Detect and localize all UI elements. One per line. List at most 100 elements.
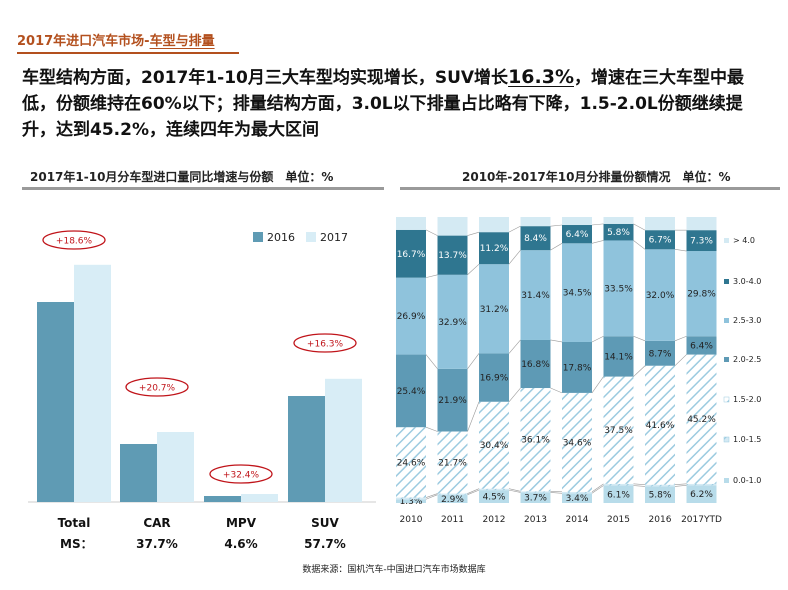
segment-1-5-2-0-2017ytd <box>686 354 717 484</box>
bar-2016-total <box>37 302 74 502</box>
segment-2-0-2-5-2015 <box>603 336 634 377</box>
legend-swatch-1-5-2-0 <box>723 396 730 403</box>
connector-line <box>467 231 480 236</box>
legend-swatch-4-0 <box>724 238 729 243</box>
connector-line <box>633 485 646 487</box>
segment-1-0-1-5-2010 <box>396 497 426 500</box>
segment-4-0-2011 <box>437 217 468 236</box>
data-label-2-0-2-5-2016: 8.7% <box>649 349 672 359</box>
connector-line <box>508 387 521 402</box>
legend-label-2-5-3-0: 2.5-3.0 <box>733 316 761 325</box>
segment-2-5-3-0-2013 <box>520 250 551 340</box>
data-label-1-5-2-0-2014: 34.6% <box>563 438 592 448</box>
segment-1-5-2-0-2015 <box>603 376 634 484</box>
data-label-2-5-3-0-2013: 31.4% <box>521 291 550 301</box>
connector-line <box>508 339 521 354</box>
connector-line <box>591 376 604 394</box>
growth-oval-total <box>42 230 106 250</box>
legend-swatch-1-0-1-5 <box>723 436 730 443</box>
bar-2016-mpv <box>204 496 241 502</box>
bar-2017-suv <box>325 378 362 502</box>
segment-0-0-1-0-2016 <box>645 486 675 503</box>
data-label-3-0-4-0-2010: 16.7% <box>397 250 426 260</box>
market-share-label: MS： <box>60 537 93 551</box>
data-label-3-0-4-0-2016: 6.7% <box>649 236 672 246</box>
segment-1-5-2-0-2013 <box>520 388 551 492</box>
bar-2017-total <box>74 264 111 502</box>
market-share-suv: 57.7% <box>304 537 346 551</box>
data-label-3-0-4-0-2017ytd: 7.3% <box>690 237 713 247</box>
section-header: 2017年进口汽车市场-车型与排量 <box>17 30 215 49</box>
data-label-0-0-1-0-2010: 1.3% <box>400 497 423 507</box>
data-label-0-0-1-0-2012: 4.5% <box>483 493 506 503</box>
data-label-0-0-1-0-2011: 2.9% <box>441 495 464 505</box>
data-label-2-5-3-0-2010: 26.9% <box>397 312 426 322</box>
category-label-car: CAR <box>143 516 170 530</box>
connector-line <box>633 335 646 342</box>
connector-line <box>467 489 480 495</box>
connector-line <box>467 353 480 370</box>
connector-line <box>633 223 646 231</box>
section-header-prefix: 2017年进口汽车市场- <box>17 34 150 49</box>
data-label-3-0-4-0-2013: 8.4% <box>524 234 547 244</box>
header-underline <box>17 52 239 54</box>
segment-4-0-2013 <box>520 217 551 227</box>
data-label-2-0-2-5-2015: 14.1% <box>604 352 633 362</box>
connector-line <box>674 484 687 487</box>
connector-line <box>550 490 563 493</box>
bar-2017-car <box>157 432 194 502</box>
segment-1-5-2-0-2010 <box>396 427 426 498</box>
summary-highlight: 16.3% <box>508 66 574 88</box>
segment-2-5-3-0-2010 <box>396 277 426 355</box>
segment-1-0-1-5-2011 <box>437 493 468 495</box>
legend-label-1-0-1-5: 1.0-1.5 <box>733 435 761 444</box>
segment-2-0-2-5-2017ytd <box>686 336 717 355</box>
x-tick-2013: 2013 <box>524 515 547 525</box>
growth-oval-car <box>125 377 189 397</box>
x-tick-2011: 2011 <box>441 515 464 525</box>
segment-1-0-1-5-2013 <box>520 491 551 493</box>
segment-3-0-4-0-2017ytd <box>686 230 717 252</box>
legend-label-1-5-2-0: 1.5-2.0 <box>733 395 761 404</box>
x-tick-2014: 2014 <box>566 515 589 525</box>
segment-1-5-2-0-2014 <box>562 392 592 492</box>
legend-swatch-2016 <box>253 232 263 242</box>
connector-line <box>550 387 563 394</box>
connector-line <box>674 335 687 342</box>
data-label-2-5-3-0-2014: 34.5% <box>563 289 592 299</box>
x-tick-2016: 2016 <box>649 515 672 525</box>
data-label-3-0-4-0-2015: 5.8% <box>607 228 630 238</box>
legend-label-2017: 2017 <box>320 231 348 244</box>
growth-label-total: +18.6% <box>56 237 93 247</box>
segment-2-5-3-0-2011 <box>437 274 468 369</box>
connector-line <box>591 335 604 343</box>
summary-part1: 车型结构方面，2017年1-10月三大车型均实现增长，SUV增长 <box>22 68 509 88</box>
segment-4-0-2017ytd <box>686 217 717 231</box>
data-label-1-5-2-0-2013: 36.1% <box>521 436 550 446</box>
connector-line <box>425 426 438 432</box>
data-label-1-5-2-0-2015: 37.5% <box>604 426 633 436</box>
legend-swatch-2017 <box>306 232 316 242</box>
data-source: 数据来源：国机汽车-中国进口汽车市场数据库 <box>302 565 486 575</box>
growth-oval-mpv <box>209 464 273 484</box>
legend-swatch-3-0-4-0 <box>724 279 729 284</box>
segment-0-0-1-0-2017ytd <box>686 485 717 503</box>
segment-4-0-2015 <box>603 217 634 224</box>
connector-line <box>591 483 604 493</box>
summary-part2: ，增速在三大车型中最低，份额维持在60%以下；排量结构方面，3.0L以下排量占比… <box>22 68 744 140</box>
segment-1-5-2-0-2012 <box>479 401 509 489</box>
connector-line <box>591 223 604 226</box>
data-label-1-5-2-0-2010: 24.6% <box>397 458 426 468</box>
x-tick-2015: 2015 <box>607 515 630 525</box>
connector-line <box>508 249 521 265</box>
legend-label-3-0-4-0: 3.0-4.0 <box>733 277 761 286</box>
segment-2-0-2-5-2016 <box>645 340 675 366</box>
segment-0-0-1-0-2015 <box>603 485 634 503</box>
connector-line <box>633 365 646 377</box>
market-share-mpv: 4.6% <box>224 537 257 551</box>
segment-3-0-4-0-2015 <box>603 223 634 241</box>
segment-2-0-2-5-2010 <box>396 354 426 428</box>
data-label-0-0-1-0-2014: 3.4% <box>566 494 589 504</box>
data-label-2-5-3-0-2016: 32.0% <box>646 291 675 301</box>
data-label-0-0-1-0-2017ytd: 6.2% <box>690 490 713 500</box>
